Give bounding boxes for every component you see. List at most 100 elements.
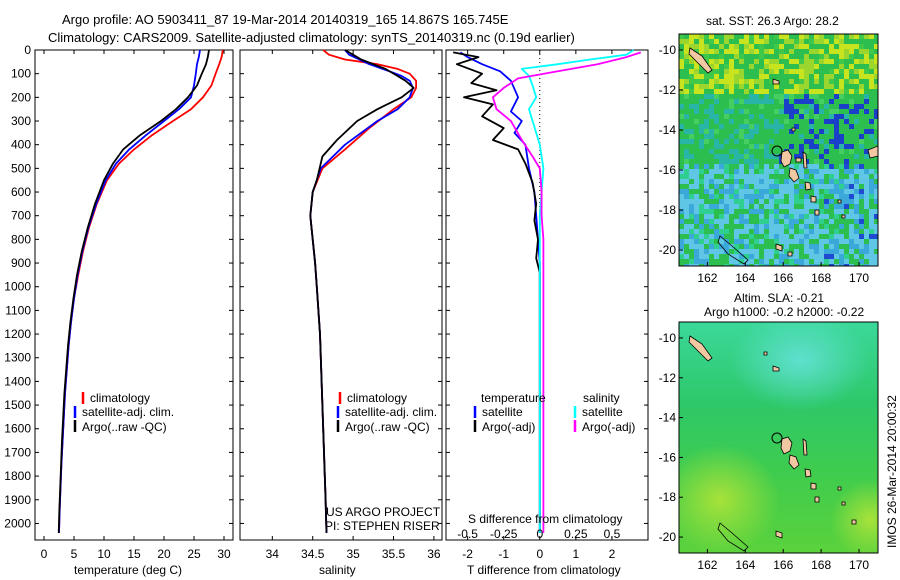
sst-cell <box>839 204 844 209</box>
sst-cell <box>739 74 744 79</box>
sst-cell <box>699 209 704 214</box>
sst-cell <box>744 39 749 44</box>
sst-cell <box>774 249 779 254</box>
sst-cell <box>699 169 704 174</box>
map-x-tick-label: 162 <box>697 271 717 285</box>
sst-cell <box>769 194 774 199</box>
temperature-panel-frame <box>34 49 234 541</box>
sst-cell <box>759 44 764 49</box>
sst-cell <box>789 204 794 209</box>
sst-cell <box>794 194 799 199</box>
sst-cell <box>704 214 709 219</box>
sst-cell <box>784 264 789 266</box>
sst-cell <box>874 84 878 89</box>
sst-cell <box>774 59 779 64</box>
island-malakula <box>788 454 800 470</box>
sst-map-frame <box>678 33 879 267</box>
sst-cell <box>809 234 814 239</box>
sst-cell <box>779 169 784 174</box>
sst-cell <box>749 174 754 179</box>
depth-tick-label: 700 <box>11 209 31 223</box>
legend-label-temp-satellite: satellite <box>482 405 523 419</box>
sst-cell <box>784 204 789 209</box>
sst-cell <box>874 119 878 124</box>
island-new-cal <box>717 522 749 552</box>
map-y-tick-label: -20 <box>659 243 677 257</box>
depth-tick-label: 1200 <box>4 327 31 341</box>
sst-cell <box>764 89 769 94</box>
sst-cell <box>744 229 749 234</box>
sst-cell <box>749 134 754 139</box>
sst-cell <box>814 79 819 84</box>
sst-cell <box>689 104 694 109</box>
sst-cell <box>764 249 769 254</box>
sst-cell <box>864 264 869 266</box>
s-diff-tick-label: 0.5 <box>604 527 621 541</box>
sst-cell <box>744 84 749 89</box>
sst-cell <box>684 94 689 99</box>
sst-cell <box>824 149 829 154</box>
sst-cell <box>839 54 844 59</box>
sst-cell <box>789 264 794 266</box>
sst-cell <box>854 59 859 64</box>
sst-cell <box>839 94 844 99</box>
t-difference-xlabel: T difference from climatology <box>467 563 621 577</box>
sst-cell <box>849 69 854 74</box>
sst-cell <box>834 194 839 199</box>
sst-cell <box>749 194 754 199</box>
sst-cell <box>844 159 849 164</box>
x-tick-label: 0 <box>41 547 48 561</box>
sst-cell <box>834 139 839 144</box>
difference-plot: -2 -1 0 1 2 <box>453 49 642 561</box>
sst-cell <box>809 89 814 94</box>
sst-cell <box>869 194 874 199</box>
sst-cell <box>704 239 709 244</box>
sst-cell <box>854 189 859 194</box>
sst-cell <box>769 124 774 129</box>
sst-cell <box>754 129 759 134</box>
depth-tick-label: 500 <box>11 161 31 175</box>
sst-cell <box>684 54 689 59</box>
sst-cell <box>769 139 774 144</box>
sst-cell <box>704 94 709 99</box>
sst-cell <box>874 74 878 79</box>
sst-cell <box>724 74 729 79</box>
sst-cell <box>754 174 759 179</box>
sst-cell <box>799 114 804 119</box>
sst-cell <box>809 129 814 134</box>
sst-cell <box>714 164 719 169</box>
sst-cell <box>744 194 749 199</box>
sst-cell <box>734 229 739 234</box>
sst-cell <box>804 219 809 224</box>
sst-cell <box>759 199 764 204</box>
sst-cell <box>874 214 878 219</box>
sst-cell <box>799 99 804 104</box>
sst-cell <box>839 39 844 44</box>
sst-cell <box>869 244 874 249</box>
sst-cell <box>729 104 734 109</box>
sst-cell <box>694 174 699 179</box>
sst-cell <box>804 229 809 234</box>
x-tick-label: 5 <box>71 547 78 561</box>
sst-cell <box>864 69 869 74</box>
sst-cell <box>724 244 729 249</box>
legend-label-argo: Argo(..raw -QC) <box>82 420 167 434</box>
sst-cell <box>814 169 819 174</box>
series-line-salinity-satellite <box>520 49 635 533</box>
sst-cell <box>824 229 829 234</box>
sst-cell <box>714 219 719 224</box>
sst-cell <box>759 214 764 219</box>
sst-cell <box>789 109 794 114</box>
sst-cell <box>719 154 724 159</box>
sst-cell <box>769 204 774 209</box>
sst-cell <box>804 214 809 219</box>
sst-cell <box>769 249 774 254</box>
sst-cell <box>739 84 744 89</box>
sst-cell <box>839 234 844 239</box>
sst-cell <box>739 219 744 224</box>
sst-cell <box>774 119 779 124</box>
sst-cell <box>689 79 694 84</box>
sst-cell <box>804 249 809 254</box>
sst-cell <box>784 69 789 74</box>
sst-cell <box>724 139 729 144</box>
